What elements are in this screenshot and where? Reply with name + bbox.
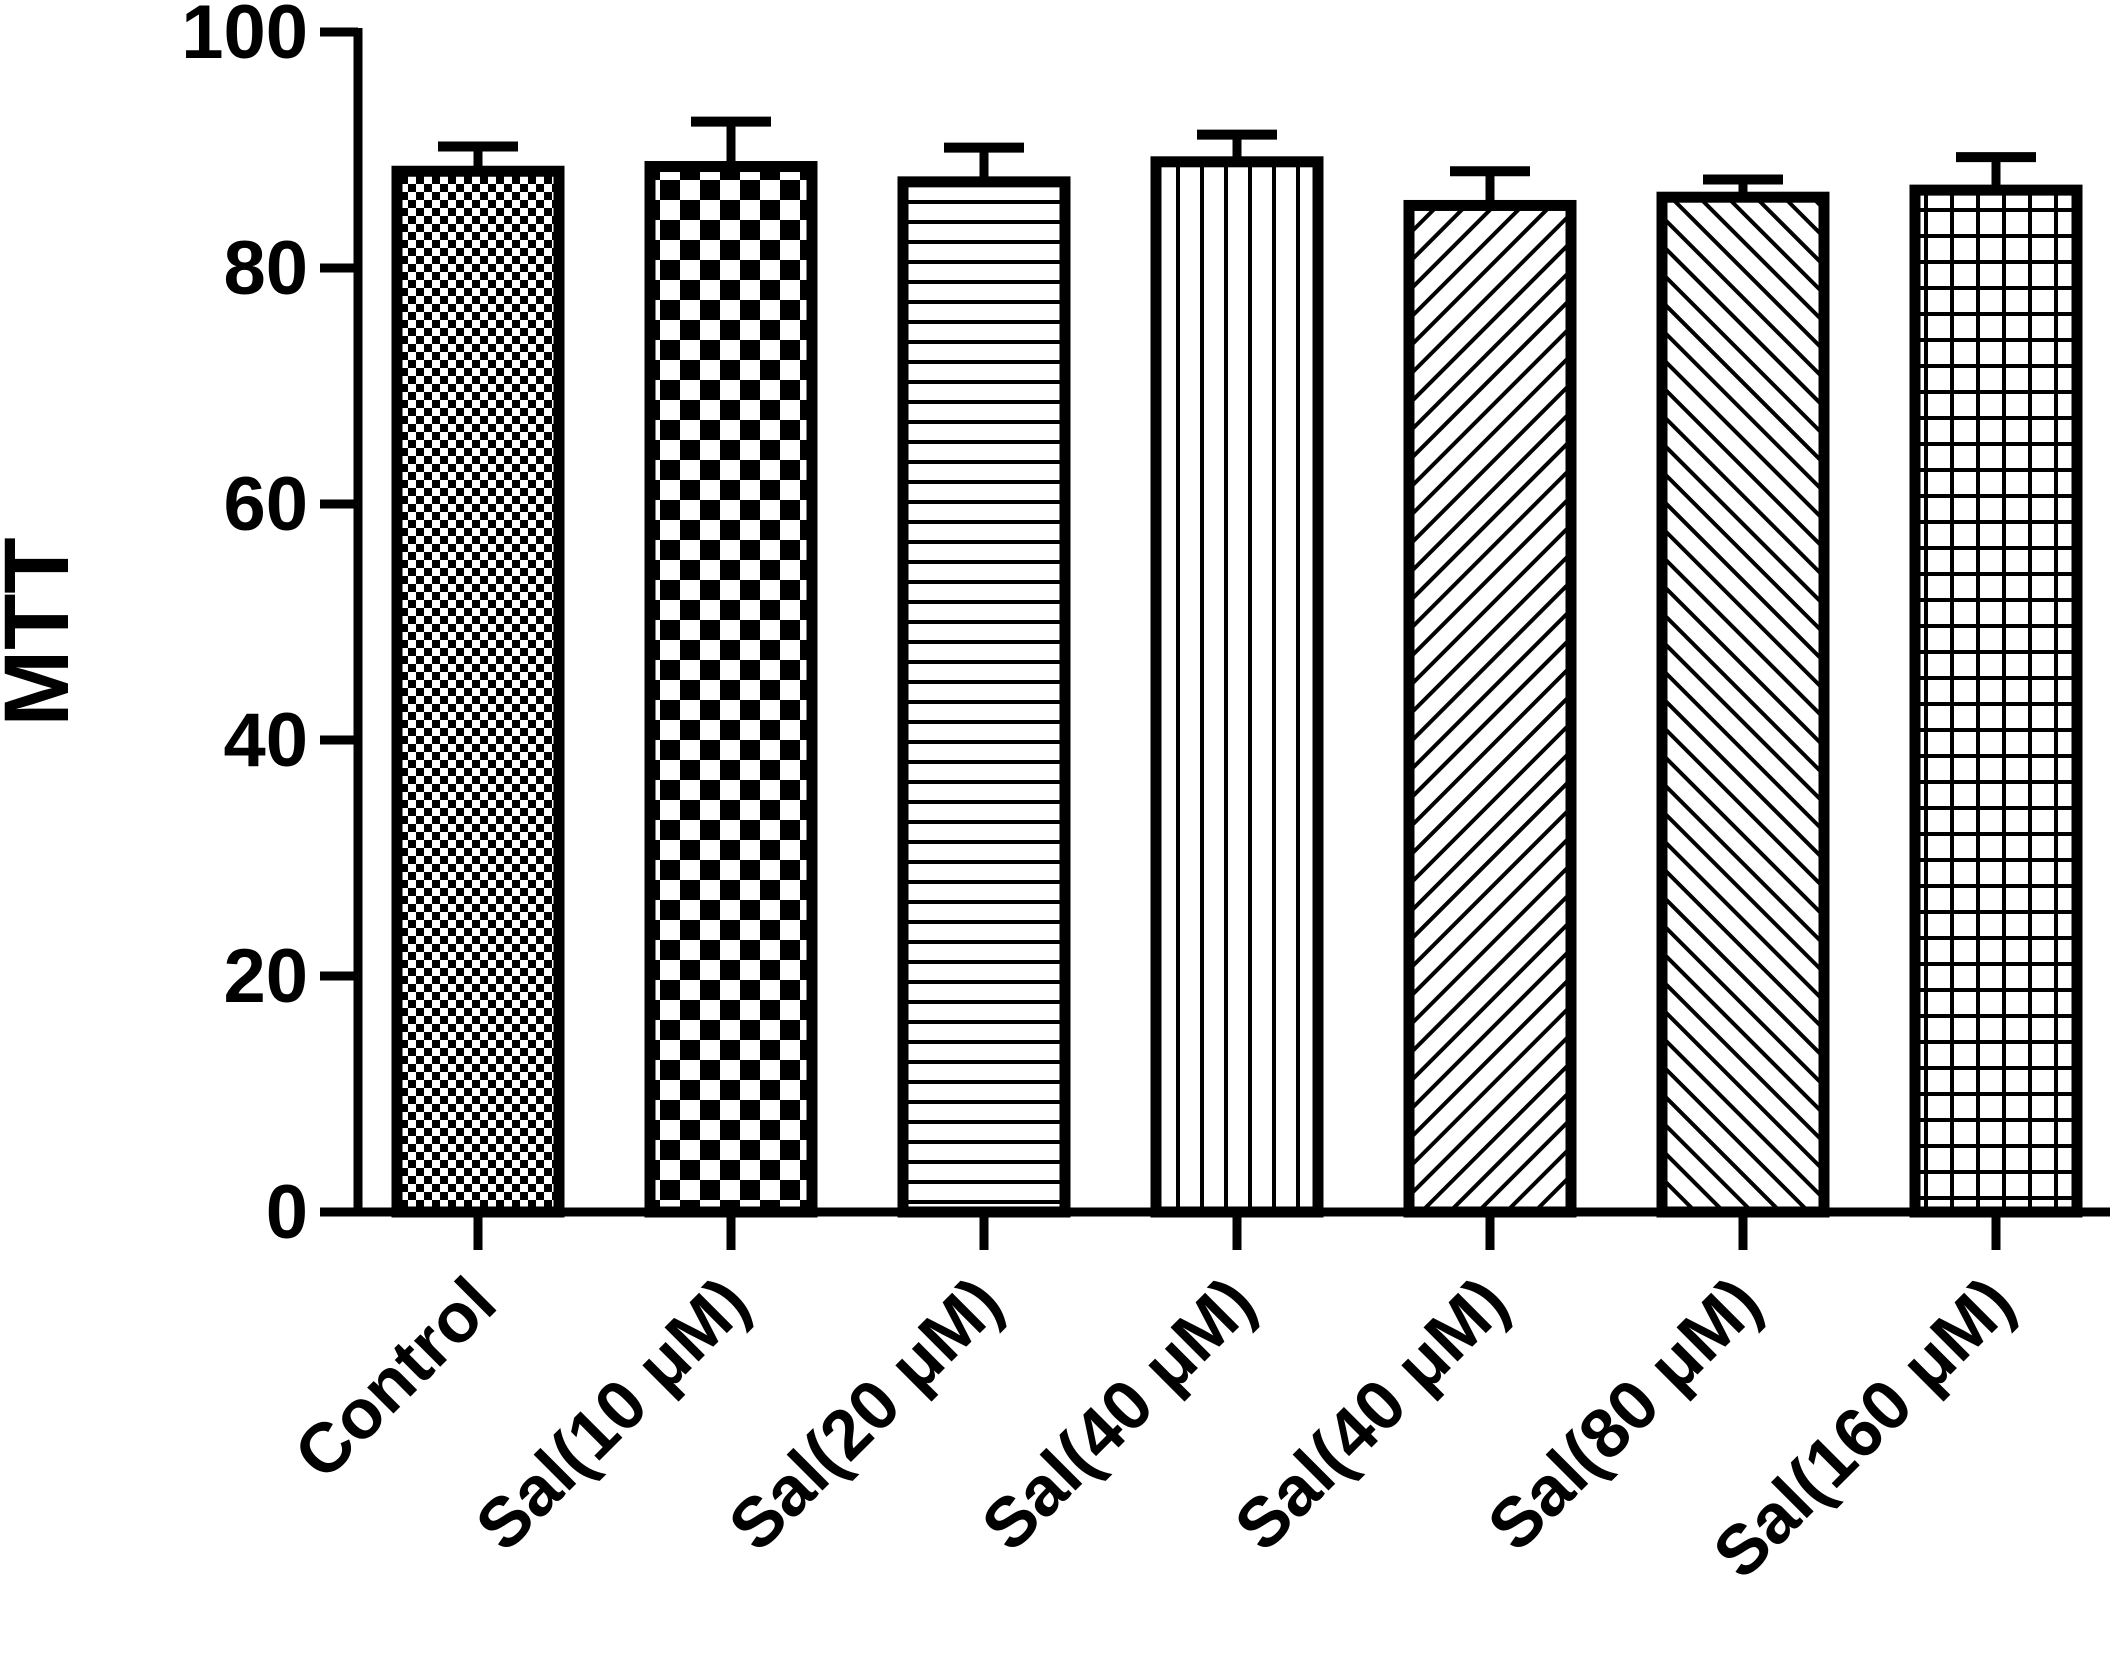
y-tick-label: 0 [266,1170,308,1255]
y-axis-label: MTT [0,537,88,726]
bar [391,165,565,1218]
y-axis: 0 20 40 60 80 100 [181,0,363,1255]
x-tick-label: Sal(40 μM) [967,1262,1270,1565]
bars [391,116,2083,1218]
y-tick-label: 100 [181,0,308,75]
y-tick-label: 80 [223,226,308,311]
y-tick-label: 60 [223,462,308,547]
bar [1150,156,1324,1218]
y-tick-label: 40 [223,698,308,783]
y-tick-label: 20 [223,934,308,1019]
bar [1403,199,1577,1218]
x-tick-label: Control [280,1262,511,1493]
x-tick-label: Sal(10 μM) [461,1262,764,1565]
bar [897,176,1071,1218]
x-tick-label: Sal(20 μM) [714,1262,1017,1565]
x-tick-label: Sal(40 μM) [1220,1262,1523,1565]
bar [644,161,818,1218]
bar [1656,191,1830,1218]
bar [1909,184,2083,1218]
x-axis [320,1207,2110,1250]
